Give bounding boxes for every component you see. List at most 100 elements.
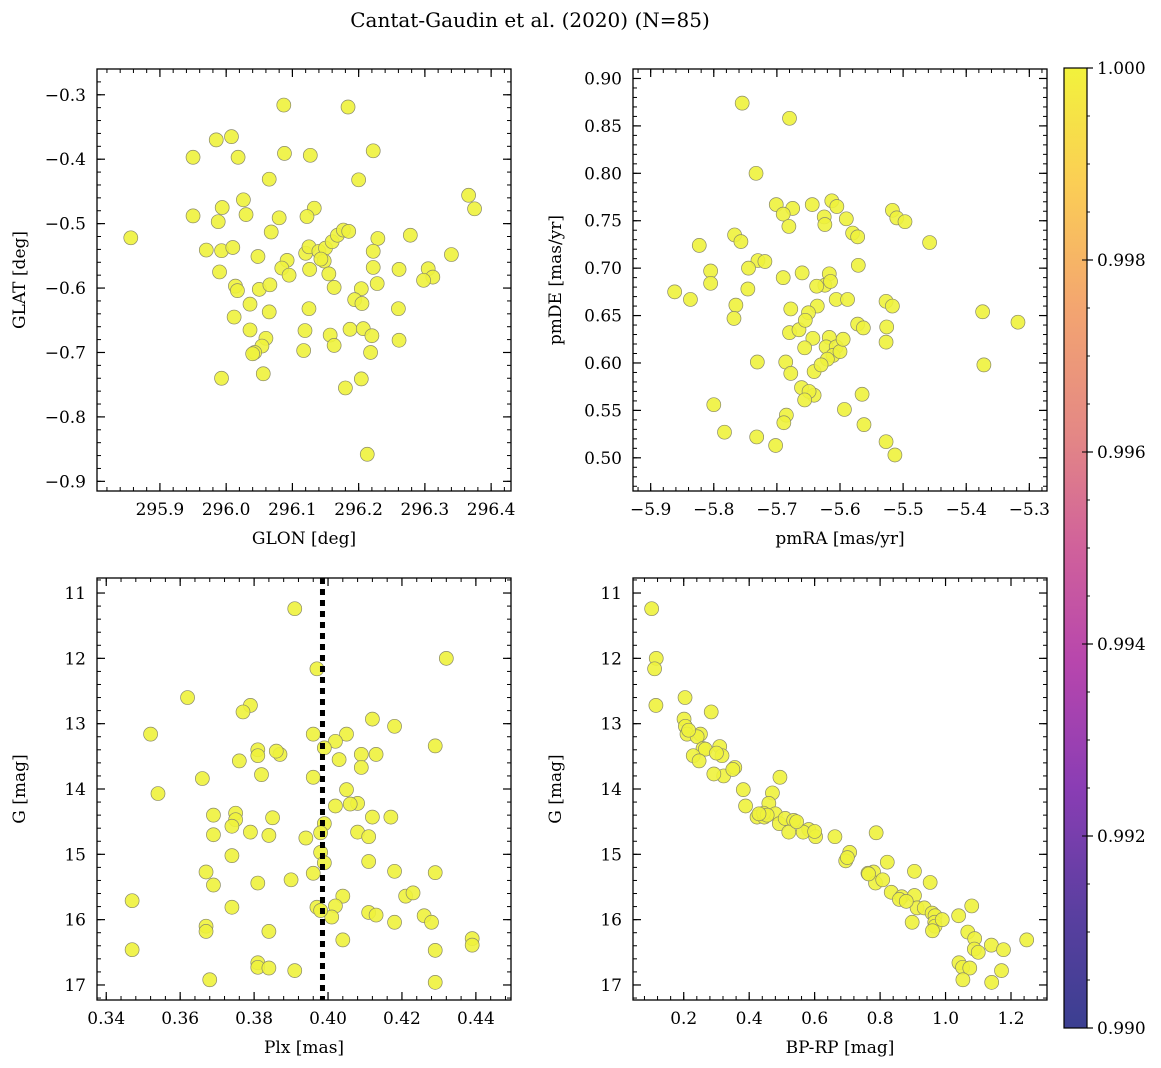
scatter-point: [416, 272, 431, 288]
scatter-point: [281, 267, 297, 283]
scatter-point: [962, 960, 978, 976]
scatter-point: [353, 760, 369, 775]
x-tick-label: −5.7: [756, 500, 797, 520]
colorbar-tick-label: 1.000: [1097, 59, 1146, 79]
minor-ticks: [97, 68, 511, 491]
scatter-point: [261, 171, 277, 187]
scatter-point: [235, 704, 251, 720]
y-tick-label: 13: [600, 715, 622, 735]
scatter-point: [238, 207, 254, 222]
panels: 295.9 296.0 296.1 296.2 296.3 296.4 −0.9 −0.8 −0…: [10, 68, 1050, 1058]
scatter-point: [768, 438, 783, 453]
scatter-point: [728, 297, 744, 313]
scatter-point: [261, 960, 277, 976]
x-tick-label: 296.0: [202, 500, 251, 520]
colorbar-ticks: 0.990 0.992 0.994 0.996 0.998 1.000: [1082, 59, 1146, 1039]
scatter-point: [709, 745, 724, 761]
x-axis-label: BP-RP [mag]: [786, 1038, 895, 1058]
scatter-point: [467, 201, 482, 217]
scatter-points: [667, 95, 1026, 463]
y-axis-label: GLAT [deg]: [10, 231, 30, 329]
x-tick-label: 0.44: [457, 1009, 495, 1029]
scatter-point: [840, 292, 855, 307]
scatter-point: [887, 447, 903, 463]
scatter-point: [757, 254, 773, 269]
scatter-point: [691, 753, 707, 769]
colorbar-gradient: [1063, 67, 1088, 1029]
scatter-point: [123, 230, 139, 246]
colorbar-tick-label: 0.998: [1097, 251, 1146, 271]
y-tick-label: −0.6: [45, 279, 86, 299]
scatter-point: [365, 243, 381, 259]
scatter-point: [775, 270, 791, 285]
y-tick-label: 16: [600, 911, 622, 931]
scatter-point: [231, 753, 247, 769]
scatter-point: [224, 899, 240, 915]
scatter-point: [250, 249, 266, 264]
x-axis-label: GLON [deg]: [252, 529, 356, 549]
scatter-point: [794, 265, 810, 281]
scatter-point: [850, 257, 866, 273]
colorbar: 0.990 0.992 0.994 0.996 0.998 1.000: [1063, 59, 1146, 1039]
scatter-point: [230, 283, 245, 298]
scatter-point: [907, 863, 922, 879]
scatter-point: [897, 214, 913, 230]
scatter-point: [807, 824, 822, 839]
scatter-point: [984, 975, 1000, 990]
colorbar-tick-label: 0.992: [1097, 827, 1146, 847]
scatter-point: [838, 211, 854, 227]
scatter-point: [245, 346, 261, 362]
scatter-point: [861, 866, 876, 882]
scatter-point: [361, 854, 377, 869]
scatter-point: [994, 963, 1009, 978]
scatter-point: [335, 932, 351, 948]
scatter-point: [298, 830, 314, 846]
scatter-point: [224, 848, 240, 863]
scatter-point: [427, 943, 443, 958]
x-axis-label: Plx [mas]: [264, 1038, 344, 1058]
scatter-point: [402, 227, 418, 243]
y-tick-label: 0.55: [584, 401, 622, 421]
scatter-point: [427, 865, 443, 880]
scatter-point: [735, 782, 751, 798]
scatter-point: [370, 231, 386, 246]
scatter-point: [236, 192, 251, 208]
scatter-point: [955, 972, 971, 988]
y-tick-label: 17: [64, 976, 86, 996]
y-tick-label: 17: [600, 976, 622, 996]
y-axis-label: G [mag]: [10, 754, 30, 823]
y-tick-label: 16: [64, 911, 86, 931]
scatter-point: [647, 661, 662, 677]
scatter-point: [740, 281, 756, 297]
axes-frame: [632, 577, 1048, 1001]
x-tick-label: 0.38: [235, 1009, 273, 1029]
scatter-point: [781, 824, 797, 840]
scatter-point: [383, 809, 399, 825]
scatter-point: [305, 865, 321, 881]
scatter-point: [301, 301, 317, 317]
y-tick-label: 0.50: [584, 449, 622, 469]
scatter-point: [934, 912, 950, 928]
axes-frame: [96, 68, 512, 492]
scatter-point: [313, 251, 329, 267]
scatter-point: [353, 281, 369, 297]
x-tick-label: 0.36: [161, 1009, 199, 1029]
scatter-point: [194, 771, 210, 786]
scatter-point: [225, 240, 241, 255]
scatter-point: [829, 199, 845, 214]
scatter-point: [813, 357, 829, 373]
scatter-point: [124, 942, 140, 958]
scatter-point: [391, 301, 406, 317]
scatter-point: [1019, 932, 1035, 948]
y-tick-label: 0.65: [584, 307, 622, 327]
scatter-point: [243, 824, 258, 840]
scatter-point: [734, 95, 750, 111]
scatter-points: [124, 601, 480, 990]
scatter-point: [683, 292, 698, 307]
scatter-point: [338, 380, 353, 396]
x-axis-label: pmRA [mas/yr]: [775, 529, 904, 549]
scatter-point: [364, 328, 380, 344]
scatter-point: [461, 187, 476, 203]
scatter-point: [287, 601, 303, 617]
y-tick-label: 11: [600, 584, 622, 604]
